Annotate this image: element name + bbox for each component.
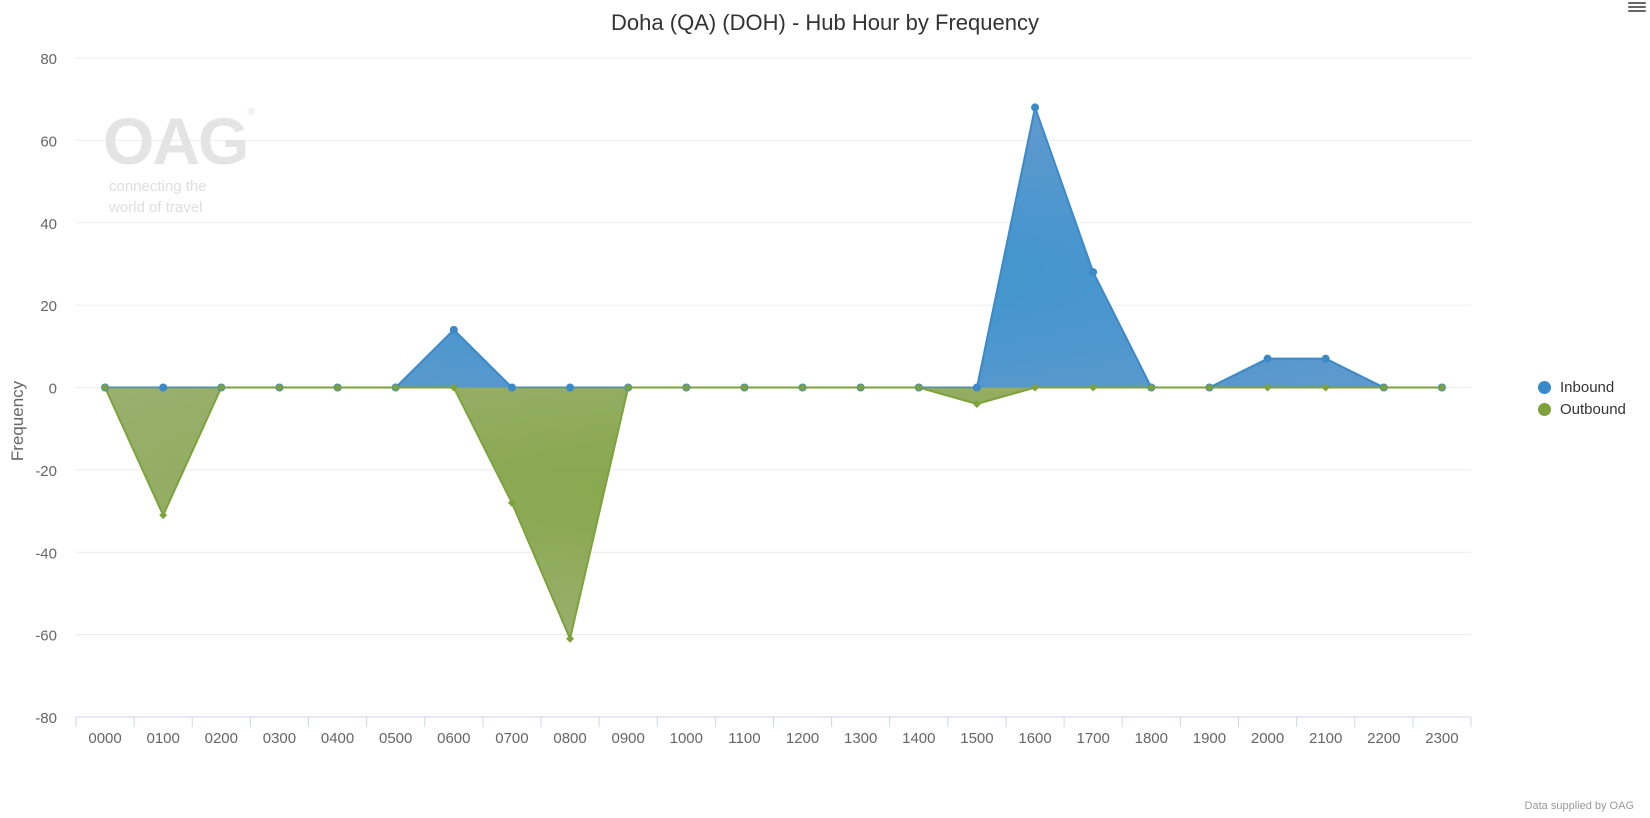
x-axis: 0000 0100 0200 0300 0400 0500 0600 0700 0800 0900…	[75, 716, 1472, 747]
point-outbound[interactable]	[1321, 383, 1330, 392]
chart-title: Doha (QA) (DOH) - Hub Hour by Frequency	[611, 10, 1039, 35]
point-outbound[interactable]	[1147, 383, 1156, 392]
y-axis: -80 -60 -40 -20 0 20 40 60 80	[35, 51, 57, 727]
legend-item-outbound[interactable]: Outbound	[1538, 398, 1626, 420]
y-tick-label: -20	[35, 463, 57, 480]
point-inbound[interactable]	[972, 383, 981, 392]
x-tick-label: 0500	[379, 730, 412, 747]
point-outbound[interactable]	[972, 399, 981, 408]
x-tick-label: 0400	[321, 730, 354, 747]
series-inbound	[105, 103, 1442, 389]
credits[interactable]: Data supplied by OAG	[1524, 800, 1634, 812]
point-outbound[interactable]	[1031, 383, 1040, 392]
x-tick-label: 0800	[553, 730, 586, 747]
legend-item-inbound[interactable]: Inbound	[1538, 376, 1626, 398]
legend-marker-outbound	[1538, 402, 1551, 416]
point-outbound[interactable]	[449, 383, 458, 392]
x-tick-label: 0700	[495, 730, 528, 747]
x-tick-label: 1800	[1135, 730, 1168, 747]
y-tick-label: -40	[35, 545, 57, 562]
x-tick-label: 0900	[612, 730, 645, 747]
y-axis-title: Frequency	[8, 380, 27, 461]
legend: Inbound Outbound	[1538, 376, 1626, 420]
markers-inbound	[101, 103, 1446, 392]
point-inbound[interactable]	[1089, 268, 1098, 277]
point-outbound[interactable]	[856, 383, 865, 392]
y-tick-label: 60	[40, 133, 57, 150]
point-outbound[interactable]	[624, 383, 633, 392]
x-tick-label: 1600	[1018, 730, 1051, 747]
x-tick-label: 2000	[1251, 730, 1284, 747]
x-tick-label: 1400	[902, 730, 935, 747]
point-outbound[interactable]	[914, 383, 923, 392]
x-tick-label: 0000	[88, 730, 121, 747]
point-outbound[interactable]	[566, 634, 575, 643]
area-outbound	[105, 387, 1442, 639]
point-inbound[interactable]	[1031, 103, 1040, 112]
point-inbound[interactable]	[449, 325, 458, 334]
point-outbound[interactable]	[507, 498, 516, 507]
y-tick-label: 0	[49, 381, 57, 398]
point-inbound[interactable]	[1263, 354, 1272, 363]
legend-label-inbound: Inbound	[1560, 378, 1615, 396]
grid-lines	[76, 57, 1471, 636]
x-tick-label: 0300	[263, 730, 296, 747]
point-outbound[interactable]	[101, 383, 110, 392]
point-inbound[interactable]	[1321, 354, 1330, 363]
point-outbound[interactable]	[798, 383, 807, 392]
x-tick-label: 2200	[1367, 730, 1400, 747]
area-inbound	[105, 107, 1442, 388]
y-tick-label: 20	[40, 298, 57, 315]
x-tick-label: 1300	[844, 730, 877, 747]
point-outbound[interactable]	[217, 383, 226, 392]
x-tick-label: 2100	[1309, 730, 1342, 747]
point-outbound[interactable]	[333, 383, 342, 392]
chart-menu-icon[interactable]	[1628, 0, 1646, 14]
series	[101, 103, 1446, 643]
legend-label-outbound: Outbound	[1560, 400, 1626, 418]
point-outbound[interactable]	[1089, 383, 1098, 392]
x-tick-label: 1000	[670, 730, 703, 747]
point-outbound[interactable]	[1437, 383, 1446, 392]
y-tick-label: 40	[40, 216, 57, 233]
point-outbound[interactable]	[682, 383, 691, 392]
y-tick-label: 80	[40, 51, 57, 68]
point-inbound[interactable]	[159, 383, 168, 392]
y-tick-label: -60	[35, 628, 57, 645]
markers-outbound	[101, 383, 1446, 643]
x-tick-label: 2300	[1425, 730, 1458, 747]
x-tick-label: 0600	[437, 730, 470, 747]
x-tick-label: 0200	[205, 730, 238, 747]
x-tick-label: 1700	[1077, 730, 1110, 747]
x-tick-label: 1900	[1193, 730, 1226, 747]
x-tick-label: 1100	[728, 730, 760, 747]
line-inbound	[105, 103, 1442, 389]
point-outbound[interactable]	[1205, 383, 1214, 392]
x-tick-label: 1200	[786, 730, 819, 747]
point-outbound[interactable]	[159, 511, 168, 520]
series-outbound	[104, 386, 1442, 642]
legend-marker-inbound	[1538, 380, 1551, 394]
point-inbound[interactable]	[566, 383, 575, 392]
point-outbound[interactable]	[391, 383, 400, 392]
point-outbound[interactable]	[1379, 383, 1388, 392]
point-outbound[interactable]	[740, 383, 749, 392]
x-tick-label: 1500	[960, 730, 993, 747]
line-outbound	[104, 386, 1442, 642]
point-inbound[interactable]	[507, 383, 516, 392]
x-tick-label: 0100	[147, 730, 180, 747]
point-outbound[interactable]	[275, 383, 284, 392]
point-outbound[interactable]	[1263, 383, 1272, 392]
y-tick-label: -80	[35, 710, 57, 727]
